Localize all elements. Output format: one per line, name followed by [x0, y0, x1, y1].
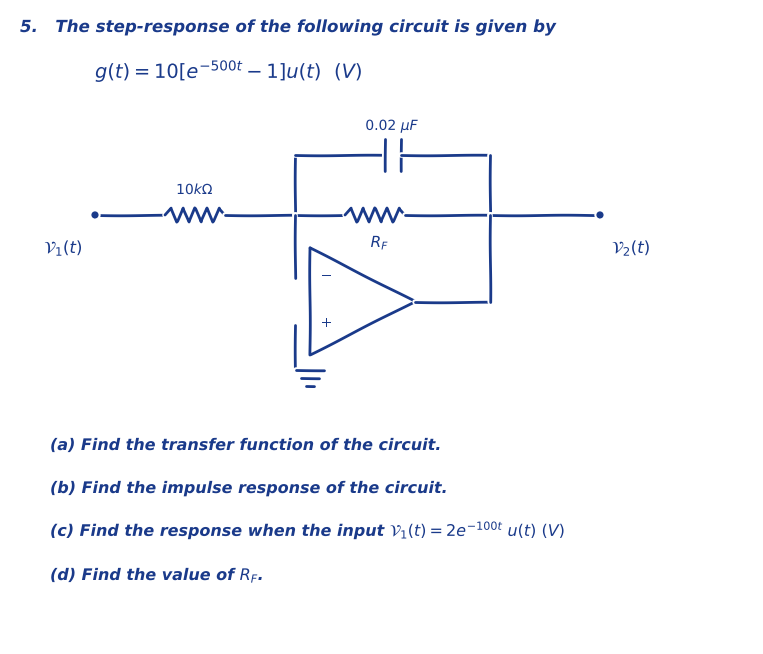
Text: $-$: $-$: [320, 268, 333, 283]
Text: (b) Find the impulse response of the circuit.: (b) Find the impulse response of the cir…: [50, 481, 449, 496]
Text: $g(t) = 10\left[e^{-500t} - 1\right]u(t)\ \ (V)$: $g(t) = 10\left[e^{-500t} - 1\right]u(t)…: [95, 58, 364, 84]
Text: $0.02\ \mu F$: $0.02\ \mu F$: [365, 118, 420, 135]
Text: (a) Find the transfer function of the circuit.: (a) Find the transfer function of the ci…: [50, 438, 443, 453]
Text: $\mathcal{V}_1(t)$: $\mathcal{V}_1(t)$: [44, 237, 83, 258]
Text: $\mathcal{V}_2(t)$: $\mathcal{V}_2(t)$: [612, 237, 651, 258]
Text: $R_F$: $R_F$: [371, 233, 389, 252]
Text: (c) Find the response when the input $\mathcal{V}_1(t) = 2e^{-100t}\ u(t)\ (V)$: (c) Find the response when the input $\m…: [50, 519, 566, 541]
Text: 5.   The step-response of the following circuit is given by: 5. The step-response of the following ci…: [20, 18, 555, 36]
Text: $+$: $+$: [320, 315, 333, 330]
Text: (d) Find the value of $R_F$.: (d) Find the value of $R_F$.: [50, 566, 264, 585]
Text: $10k\Omega$: $10k\Omega$: [176, 182, 214, 197]
